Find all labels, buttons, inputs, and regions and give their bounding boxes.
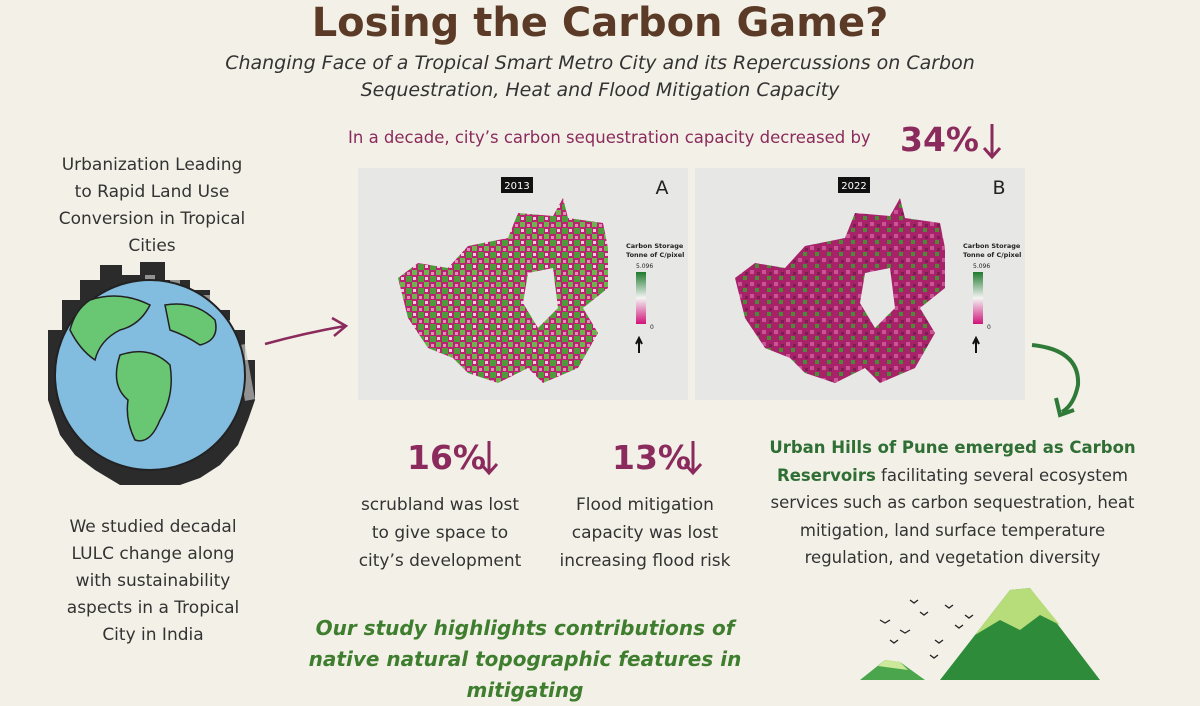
map-panel: B — [992, 177, 1005, 199]
legend-min: 0 — [987, 324, 991, 331]
conclusion: Our study highlights contributions of na… — [308, 616, 742, 702]
year-box — [838, 177, 870, 193]
arrow — [1031, 343, 1081, 418]
headline: In a decade, city’s carbon sequestration… — [348, 128, 871, 147]
legend-min: 0 — [650, 324, 654, 331]
map-year: 2022 — [841, 181, 866, 192]
map: 2013 A Carbon Storage Tonne of C/pixel 5… — [358, 168, 688, 400]
study-text: We studied decadal LULC change along wit… — [66, 517, 240, 645]
legend-title: Carbon Storage — [626, 242, 684, 250]
north-arrow — [635, 335, 643, 353]
map-region — [735, 198, 945, 383]
legend-bar — [973, 272, 983, 324]
map-background — [695, 168, 1025, 400]
intro-text: Urbanization Leading to Rapid Land Use C… — [58, 155, 246, 256]
map-year: 2013 — [504, 181, 529, 192]
page: Losing the Carbon Game? Changing Face of… — [48, 0, 1145, 702]
legend-max: 5.096 — [636, 263, 653, 270]
subtitle: Changing Face of a Tropical Smart Metro … — [225, 52, 975, 101]
mountain-illustration — [860, 588, 1100, 680]
stat-text: scrubland was lost to give space to city… — [358, 495, 522, 571]
title: Losing the Carbon Game? — [311, 0, 889, 46]
globe-illustration — [48, 262, 255, 485]
legend-title: Carbon Storage — [963, 242, 1021, 250]
down-arrow — [982, 124, 1002, 160]
map-panel: A — [656, 177, 669, 199]
legend-unit: Tonne of C/pixel — [626, 251, 684, 259]
legend-unit: Tonne of C/pixel — [963, 251, 1021, 259]
legend-bar — [636, 272, 646, 324]
north-arrow — [972, 335, 980, 353]
stat-figure: 13% — [612, 438, 691, 477]
hills-text: Urban Hills of Pune emerged as Carbon Re… — [760, 434, 1145, 572]
hills-body: facilitating several ecosystem services … — [770, 465, 1135, 568]
headline-text: In a decade, city’s carbon sequestration… — [348, 128, 871, 147]
map-region — [398, 198, 608, 383]
arrow — [264, 316, 349, 346]
stat-figure: 16% — [407, 438, 486, 477]
stat-text: Flood mitigation capacity was lost incre… — [559, 495, 731, 571]
year-box — [501, 177, 533, 193]
map-background — [358, 168, 688, 400]
legend-max: 5.096 — [973, 263, 990, 270]
headline-figure: 34% — [900, 120, 979, 159]
hills-highlight: Urban Hills of Pune emerged as Carbon Re… — [769, 438, 1136, 485]
map: 2022 B Carbon Storage Tonne of C/pixel 5… — [695, 168, 1025, 400]
